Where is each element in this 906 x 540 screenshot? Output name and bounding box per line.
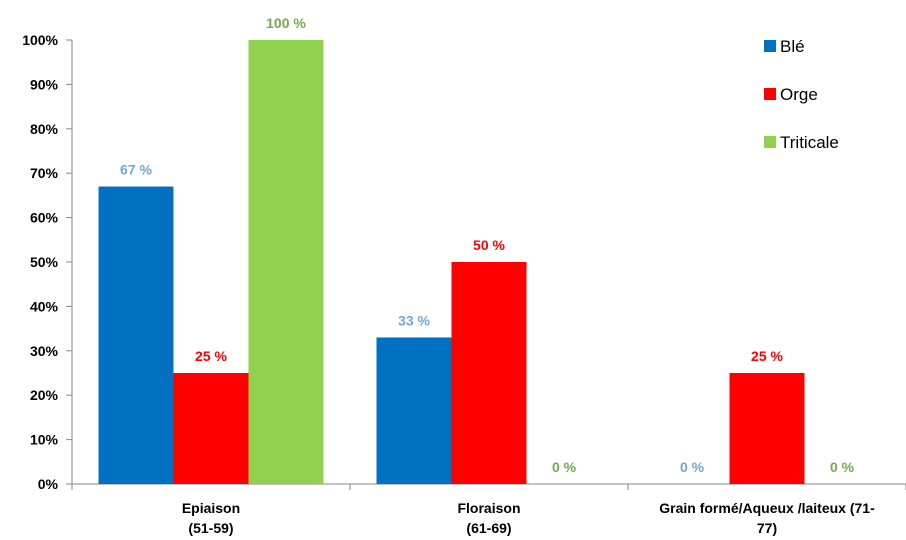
data-labels: 67 % 25 % 100 % 33 % 50 % 0 % 0 % 25 % 0 %	[120, 15, 855, 475]
bar	[248, 40, 324, 484]
y-tick-label: 50%	[30, 254, 59, 270]
x-category-label: Grain formé/Aqueux /laiteux (71-	[659, 500, 875, 516]
data-label: 0 %	[680, 459, 705, 475]
legend-swatch	[764, 88, 776, 100]
y-tick-label: 40%	[30, 298, 59, 314]
legend-swatch	[764, 40, 776, 52]
bar	[173, 373, 249, 484]
x-category-label: (61-69)	[466, 520, 511, 536]
x-category-label: Floraison	[457, 500, 520, 516]
x-category-label: 77)	[757, 520, 777, 536]
data-label: 100 %	[266, 15, 306, 31]
data-label: 67 %	[120, 162, 152, 178]
y-tick-label: 90%	[30, 76, 59, 92]
legend-swatch	[764, 136, 776, 148]
y-tick-label: 30%	[30, 343, 59, 359]
y-tick-label: 10%	[30, 432, 59, 448]
y-tick-label: 100%	[22, 32, 58, 48]
legend-label: Triticale	[780, 133, 839, 152]
data-label: 50 %	[473, 237, 505, 253]
legend-label: Orge	[780, 85, 818, 104]
y-axis: 0% 10% 20% 30% 40% 50% 60% 70% 80% 90% 100%	[22, 32, 73, 492]
bar	[376, 337, 452, 484]
y-tick-label: 60%	[30, 210, 59, 226]
legend: Blé Orge Triticale	[764, 37, 839, 152]
x-category-label: (51-59)	[188, 520, 233, 536]
data-label: 0 %	[552, 459, 577, 475]
data-label: 25 %	[195, 348, 227, 364]
y-tick-label: 0%	[38, 476, 59, 492]
data-label: 25 %	[751, 348, 783, 364]
x-axis: Epiaison (51-59) Floraison (61-69) Grain for…	[71, 483, 906, 536]
y-tick-label: 20%	[30, 387, 59, 403]
bar	[98, 186, 174, 484]
data-label: 0 %	[830, 459, 855, 475]
bar	[729, 373, 805, 484]
data-label: 33 %	[398, 312, 430, 328]
x-category-label: Epiaison	[182, 500, 240, 516]
y-tick-label: 80%	[30, 121, 59, 137]
legend-label: Blé	[780, 37, 805, 56]
bar	[451, 262, 527, 484]
y-tick-label: 70%	[30, 165, 59, 181]
bars	[98, 40, 805, 484]
